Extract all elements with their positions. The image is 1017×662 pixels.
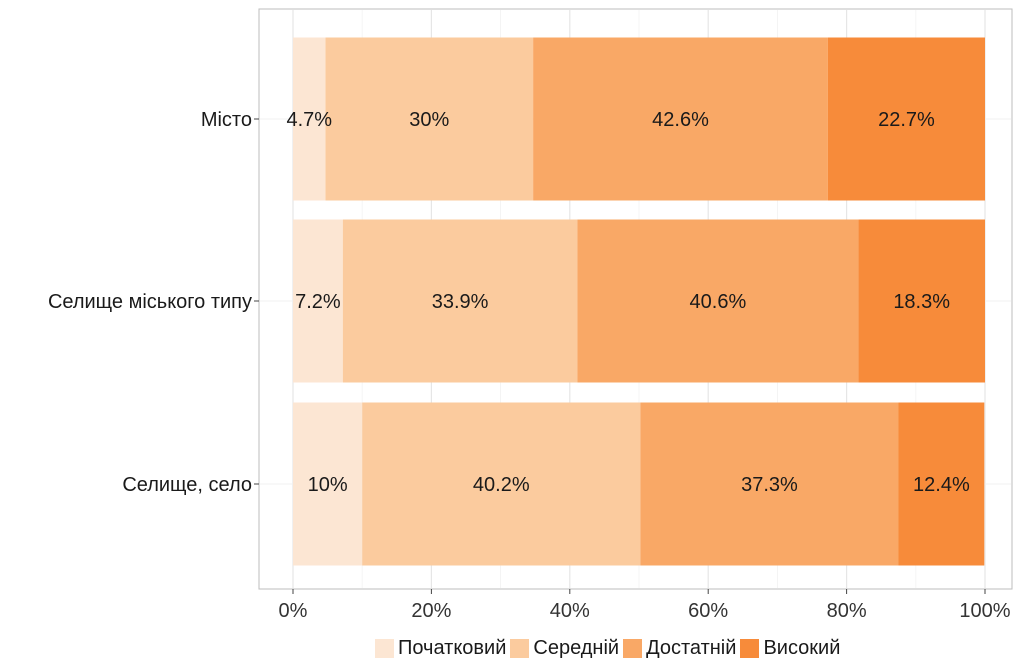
data-label-2-3: 12.4% [913,474,970,496]
category-label-2: Селище, село [122,474,252,496]
data-label-0-0: 4.7% [286,109,332,131]
legend-key-0 [375,638,394,658]
bar-segment-2-1 [362,402,641,566]
data-label-1-2: 40.6% [690,291,747,313]
legend-item-2: Достатній [623,637,736,660]
bar-segment-0-1 [325,37,534,201]
legend-item-3: Високий [740,637,840,660]
data-labels: 4.7% 30% 42.6% 22.7% 7.2% 33.9% 40.6% 18.3% 10% 4… [286,109,970,496]
legend-label-3: Високий [763,636,841,659]
bar-segment-1-1 [342,219,578,383]
category-label-0: Місто [201,109,252,131]
bar-segment-2-0 [293,402,363,566]
bar-segment-0-2 [533,37,828,201]
bar-segment-1-2 [577,219,859,383]
stacked-bar-chart: 4.7% 30% 42.6% 22.7% 7.2% 33.9% 40.6% 18.3% 10% 4… [48,8,1013,622]
data-label-2-1: 40.2% [473,474,530,496]
axes: Місто Селище міського типу Селище, село 0% 2… [48,109,1011,622]
legend-label-1: Середній [533,636,620,659]
x-tick-label-1: 20% [411,600,451,622]
data-label-0-3: 22.7% [878,109,935,131]
legend-label-0: Початковий [398,636,507,659]
x-tick-label-3: 60% [688,600,728,622]
legend-label-2: Достатній [646,636,737,659]
bar-segment-1-3 [858,219,985,383]
x-tick-label-0: 0% [279,600,308,622]
bar-segment-0-3 [827,37,985,201]
bar-segment-2-2 [640,402,899,566]
data-label-1-3: 18.3% [893,291,950,313]
bar-segment-0-0 [293,37,326,201]
x-tick-label-2: 40% [550,600,590,622]
bar-segment-2-3 [898,402,985,566]
data-label-2-0: 10% [308,474,348,496]
legend-key-2 [623,638,643,658]
bars [293,37,985,566]
legend-key-1 [510,638,530,658]
data-label-1-1: 33.9% [432,291,489,313]
legend-key-3 [740,638,760,658]
legend-item-0: Початковий [375,637,506,660]
legend: Початковий Середній Достатній Високий [375,636,844,660]
x-tick-label-4: 80% [827,600,867,622]
data-label-0-2: 42.6% [652,109,709,131]
data-label-2-2: 37.3% [741,474,798,496]
plot-panel-border [258,8,1013,590]
data-label-1-0: 7.2% [295,291,341,313]
data-label-0-1: 30% [409,109,449,131]
bar-segment-1-0 [293,219,343,383]
x-tick-label-5: 100% [959,600,1010,622]
legend-item-1: Середній [510,637,619,660]
category-label-1: Селище міського типу [48,291,252,313]
